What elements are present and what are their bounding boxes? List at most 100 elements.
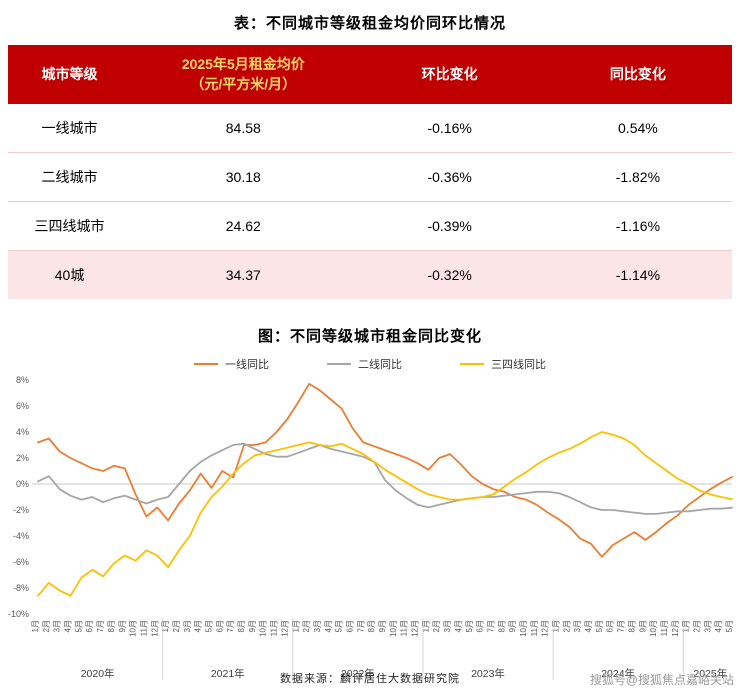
- cell-mom: -0.36%: [355, 152, 544, 202]
- year-group-label: 2025年: [693, 667, 727, 680]
- y-tick-label: -8%: [13, 583, 29, 593]
- x-tick-label: 6月: [606, 620, 615, 632]
- x-tick-label: 3月: [53, 620, 62, 632]
- cell-price: 34.37: [131, 250, 356, 299]
- x-tick-label: 11月: [530, 620, 539, 636]
- rent-table-body: 一线城市 84.58 -0.16% 0.54% 二线城市 30.18 -0.36% -1.82…: [8, 103, 732, 299]
- x-tick-label: 10月: [649, 620, 658, 637]
- cell-tier: 一线城市: [8, 103, 132, 153]
- x-tick-label: 2月: [302, 620, 311, 632]
- legend-label: 一线同比: [225, 358, 269, 371]
- y-tick-label: 8%: [16, 375, 29, 385]
- cell-price: 30.18: [131, 152, 356, 202]
- x-tick-label: 1月: [682, 620, 691, 632]
- column-header-price-line1: 2025年5月租金均价: [181, 56, 305, 72]
- header-row: 城市等级 2025年5月租金均价 （元/平方米/月） 环比变化 同比变化: [8, 45, 732, 104]
- x-tick-label: 12月: [541, 620, 550, 637]
- x-tick-label: 5月: [465, 620, 474, 632]
- column-header-tier: 城市等级: [8, 45, 132, 104]
- x-tick-label: 7月: [96, 620, 105, 632]
- x-tick-label: 1月: [161, 620, 170, 632]
- x-tick-label: 8月: [627, 620, 636, 632]
- y-tick-label: 2%: [16, 453, 29, 463]
- x-tick-label: 12月: [411, 620, 420, 637]
- x-tick-label: 11月: [400, 620, 409, 636]
- y-tick-label: -6%: [13, 557, 29, 567]
- x-tick-label: 3月: [703, 620, 712, 632]
- x-tick-label: 9月: [638, 620, 647, 632]
- x-tick-label: 8月: [107, 620, 116, 632]
- series-line-tier34-yoy: [37, 430, 733, 597]
- x-tick-label: 10月: [259, 620, 268, 637]
- x-tick-label: 4月: [64, 620, 73, 632]
- x-tick-label: 7月: [356, 620, 365, 632]
- legend-swatch-tier2-yoy: [327, 362, 351, 365]
- x-tick-label: 12月: [671, 620, 680, 637]
- series-line-tier2-yoy: [37, 442, 733, 515]
- y-tick-label: -2%: [13, 505, 29, 515]
- table-title: 表：不同城市等级租金均价同环比情况: [233, 15, 506, 32]
- legend-label: 三四线同比: [491, 358, 546, 371]
- x-tick-label: 9月: [118, 620, 127, 632]
- legend-swatch-tier34-yoy: [460, 362, 484, 365]
- x-tick-label: 2月: [42, 620, 51, 632]
- x-tick-label: 6月: [476, 620, 485, 632]
- table-row: 一线城市 84.58 -0.16% 0.54%: [8, 103, 732, 153]
- cell-mom: -0.39%: [355, 201, 544, 251]
- column-header-mom: 环比变化: [355, 45, 544, 104]
- chart-legend: 一线同比 二线同比 三四线同比: [0, 356, 740, 372]
- y-tick-label: -4%: [13, 531, 29, 541]
- legend-item-tier34-yoy: 三四线同比: [460, 356, 546, 372]
- year-group-label: 2022年: [341, 667, 375, 680]
- series-line-tier1-yoy: [37, 382, 733, 558]
- legend-swatch-tier1-yoy: [194, 362, 218, 365]
- x-tick-label: 1月: [421, 620, 430, 632]
- x-tick-label: 6月: [215, 620, 224, 632]
- x-tick-label: 7月: [226, 620, 235, 632]
- footer: 数据来源：麟评居住大数据研究院 搜狐号@搜狐焦点嘉峪关站: [0, 670, 740, 688]
- x-tick-label: 2月: [432, 620, 441, 632]
- legend-item-tier1-yoy: 一线同比: [194, 356, 269, 372]
- column-header-yoy: 同比变化: [543, 45, 732, 104]
- y-tick-label: 4%: [16, 427, 29, 437]
- x-tick-label: 4月: [324, 620, 333, 632]
- x-tick-label: 5月: [335, 620, 344, 632]
- x-tick-label: 8月: [497, 620, 506, 632]
- year-group-label: 2020年: [81, 667, 115, 680]
- x-tick-label: 3月: [573, 620, 582, 632]
- watermark-text: 搜狐号@搜狐焦点嘉峪关站: [589, 673, 734, 687]
- x-tick-label: 8月: [237, 620, 246, 632]
- chart-title: 图：不同等级城市租金同比变化: [257, 327, 482, 345]
- cell-tier: 二线城市: [8, 152, 132, 202]
- cell-price: 84.58: [131, 103, 356, 153]
- x-tick-label: 4月: [714, 620, 723, 632]
- yoy-line-chart: 8%6%4%2%0%-2%-4%-6%-8%-10%1月 2月 3月 4月 5月 6月 7月…: [8, 375, 734, 680]
- cell-tier: 三四线城市: [8, 201, 132, 251]
- table-row: 40城 34.37 -0.32% -1.14%: [8, 250, 732, 299]
- cell-tier: 40城: [8, 250, 132, 299]
- year-group-label: 2023年: [471, 667, 505, 680]
- x-tick-label: 5月: [725, 620, 734, 632]
- table-row: 三四线城市 24.62 -0.39% -1.16%: [8, 201, 732, 251]
- x-tick-label: 1月: [31, 620, 40, 632]
- y-tick-label: 0%: [16, 479, 29, 489]
- cell-yoy: -1.16%: [543, 201, 732, 251]
- data-source-text: 数据来源：麟评居住大数据研究院: [280, 673, 460, 685]
- x-tick-label: 2月: [562, 620, 571, 632]
- cell-price: 24.62: [131, 201, 356, 251]
- x-tick-label: 9月: [508, 620, 517, 632]
- x-tick-label: 6月: [346, 620, 355, 632]
- cell-yoy: 0.54%: [543, 103, 732, 153]
- x-tick-label: 10月: [389, 620, 398, 637]
- x-tick-label: 12月: [280, 620, 289, 637]
- x-tick-label: 12月: [150, 620, 159, 637]
- x-tick-label: 7月: [486, 620, 495, 632]
- rent-table: 城市等级 2025年5月租金均价 （元/平方米/月） 环比变化 同比变化 一线城…: [8, 45, 732, 299]
- x-tick-label: 4月: [194, 620, 203, 632]
- x-tick-label: 9月: [248, 620, 257, 632]
- x-tick-label: 9月: [378, 620, 387, 632]
- x-tick-label: 8月: [367, 620, 376, 632]
- x-tick-label: 10月: [129, 620, 138, 637]
- y-tick-label: -10%: [8, 609, 29, 619]
